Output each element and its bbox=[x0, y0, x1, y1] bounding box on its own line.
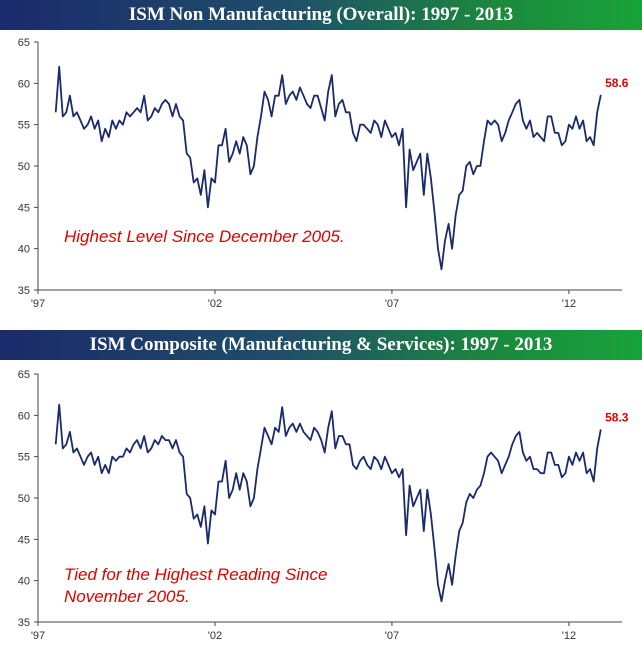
chart-panel-composite: ISM Composite (Manufacturing & Services)… bbox=[0, 330, 642, 648]
chart-panel-non-manufacturing: ISM Non Manufacturing (Overall): 1997 - … bbox=[0, 0, 642, 323]
x-tick-label: '12 bbox=[562, 298, 576, 310]
y-tick-label: 40 bbox=[18, 576, 30, 588]
y-tick-label: 45 bbox=[18, 202, 30, 214]
end-value-label: 58.6 bbox=[605, 76, 629, 90]
x-tick-label: '97 bbox=[31, 630, 45, 642]
annotation-text: November 2005. bbox=[64, 587, 190, 606]
annotation-text: Tied for the Highest Reading Since bbox=[64, 565, 328, 584]
y-tick-label: 35 bbox=[18, 617, 30, 629]
y-tick-label: 65 bbox=[18, 369, 30, 381]
series-line bbox=[54, 403, 602, 603]
line-chart-composite: 35 40 45 50 55 60 65 '97 '02 '07 '12 58.3 Tied for t… bbox=[18, 369, 629, 642]
y-tick-label: 35 bbox=[18, 285, 30, 297]
x-tick-label: '12 bbox=[562, 630, 576, 642]
chart-title: ISM Composite (Manufacturing & Services)… bbox=[0, 330, 642, 360]
end-value-label: 58.3 bbox=[605, 410, 629, 424]
x-tick-label: '02 bbox=[208, 630, 222, 642]
line-chart-non-manufacturing: 35 40 45 50 55 60 65 '97 '02 '07 '12 58.6 Highest Le… bbox=[18, 37, 629, 310]
y-tick-label: 65 bbox=[18, 37, 30, 49]
y-tick-label: 60 bbox=[18, 78, 30, 90]
y-tick-label: 50 bbox=[18, 493, 30, 505]
y-tick-label: 45 bbox=[18, 534, 30, 546]
chart-title: ISM Non Manufacturing (Overall): 1997 - … bbox=[0, 0, 642, 30]
annotation-text: Highest Level Since December 2005. bbox=[64, 227, 345, 246]
x-tick-label: '07 bbox=[385, 298, 399, 310]
y-tick-label: 55 bbox=[18, 120, 30, 132]
y-tick-label: 60 bbox=[18, 410, 30, 422]
x-tick-label: '97 bbox=[31, 298, 45, 310]
series-line bbox=[54, 65, 602, 271]
y-tick-label: 55 bbox=[18, 452, 30, 464]
x-tick-label: '07 bbox=[385, 630, 399, 642]
y-tick-label: 50 bbox=[18, 161, 30, 173]
x-tick-label: '02 bbox=[208, 298, 222, 310]
y-tick-label: 40 bbox=[18, 244, 30, 256]
